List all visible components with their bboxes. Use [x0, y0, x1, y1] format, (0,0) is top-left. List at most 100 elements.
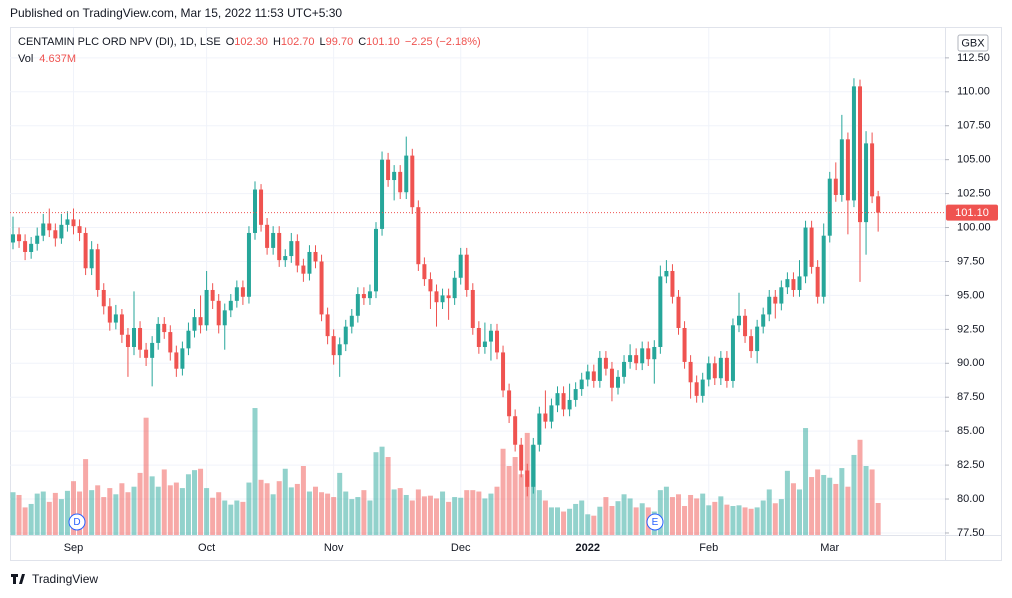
candle-body	[77, 226, 82, 233]
volume-bar	[137, 472, 143, 535]
event-marker	[646, 513, 664, 531]
y-tick-label: 112.50	[957, 52, 990, 64]
volume-bar	[869, 469, 875, 535]
volume-bar	[573, 503, 579, 535]
candle-body	[682, 327, 687, 362]
candle-body	[501, 352, 506, 391]
volume-bar	[252, 408, 258, 535]
ohlc-key: C	[358, 36, 366, 48]
candle-body	[253, 189, 257, 233]
candle-body	[89, 249, 94, 269]
volume-bar	[639, 503, 645, 535]
volume-bar	[16, 494, 22, 535]
x-tick-label: Dec	[451, 542, 471, 554]
volume-bar	[482, 498, 488, 535]
candle-body	[404, 155, 409, 193]
candle-body	[355, 294, 360, 316]
candle-body	[609, 368, 614, 388]
logo-mark	[11, 574, 25, 584]
candle-body	[289, 241, 294, 257]
volume-bar	[555, 507, 560, 535]
volume-bar	[83, 459, 89, 535]
candle-body	[513, 416, 518, 445]
volume-bar	[22, 507, 28, 535]
volume-bar	[131, 486, 137, 535]
volume-bar	[355, 497, 361, 535]
candle-body	[688, 361, 693, 383]
volume-bar	[113, 494, 119, 535]
volume-bar	[440, 491, 446, 535]
candle-body	[724, 357, 729, 381]
candle-body	[495, 330, 499, 353]
volume-bar	[210, 497, 216, 535]
candle-body	[180, 348, 185, 369]
y-tick-label: 107.50	[957, 120, 991, 132]
candle-body	[125, 334, 130, 347]
volume-bar	[446, 501, 452, 535]
candle-body	[519, 444, 524, 471]
volume-bar	[434, 498, 439, 535]
y-tick-label: 82.50	[957, 459, 985, 471]
y-tick-label: 92.50	[957, 323, 985, 335]
volume-bar	[95, 485, 101, 535]
candle-body	[95, 249, 100, 290]
volume-bar	[77, 491, 83, 535]
candle-body	[416, 207, 421, 265]
candle-body	[845, 139, 850, 201]
logo-text: TradingView	[32, 572, 98, 586]
y-tick-label: 87.50	[957, 391, 985, 403]
candle-body	[652, 346, 657, 360]
y-tick-label: 100.00	[957, 221, 991, 233]
candle-body	[658, 276, 663, 347]
candle-body	[773, 296, 778, 304]
volume-bar	[845, 486, 851, 535]
volume-bar	[101, 497, 107, 535]
candle-body	[640, 348, 645, 364]
candle-body	[174, 352, 179, 369]
event-marker-label: D	[73, 517, 80, 528]
candle-body	[833, 178, 838, 195]
volume-bar	[609, 506, 615, 535]
candle-body	[670, 270, 675, 297]
y-tick-label: 77.50	[957, 527, 985, 539]
volume-bar	[421, 496, 427, 535]
volume-bar	[246, 482, 252, 535]
candle-body	[283, 256, 288, 261]
candle-body	[488, 330, 493, 342]
y-tick-label: 90.00	[957, 357, 985, 369]
candle-body	[307, 251, 312, 274]
candle-body	[138, 327, 143, 350]
volume-bar	[89, 490, 95, 535]
candle-body	[156, 323, 161, 343]
candle-body	[555, 393, 560, 406]
volume-bar	[688, 494, 694, 535]
candle-body	[422, 264, 427, 280]
candle-body	[319, 261, 324, 315]
volume-bar	[10, 492, 16, 535]
volume-bar	[385, 457, 391, 535]
candle-body	[730, 325, 735, 381]
volume-bar	[863, 466, 869, 535]
candle-body	[295, 241, 300, 266]
logo: TradingView	[11, 572, 98, 586]
candle-body	[712, 363, 717, 379]
candle-body	[210, 289, 215, 301]
candle-body	[361, 294, 366, 299]
candle-body	[11, 234, 15, 243]
volume-bar	[809, 477, 815, 535]
candle-body	[29, 243, 34, 252]
volume-bar	[657, 490, 663, 535]
volume-bar	[700, 493, 706, 535]
ohlc-value: 101.10	[366, 36, 400, 48]
volume-bar	[851, 454, 857, 535]
volume-bar	[264, 483, 270, 535]
ohlc-value: 102.70	[281, 36, 315, 48]
candle-body	[664, 270, 669, 277]
candle-body	[470, 289, 475, 328]
candle-body	[821, 235, 826, 297]
volume-bar	[718, 496, 724, 535]
candle-body	[228, 300, 233, 311]
volume-bar	[125, 492, 131, 535]
volume-bar	[119, 483, 125, 535]
candle-body	[827, 178, 832, 236]
